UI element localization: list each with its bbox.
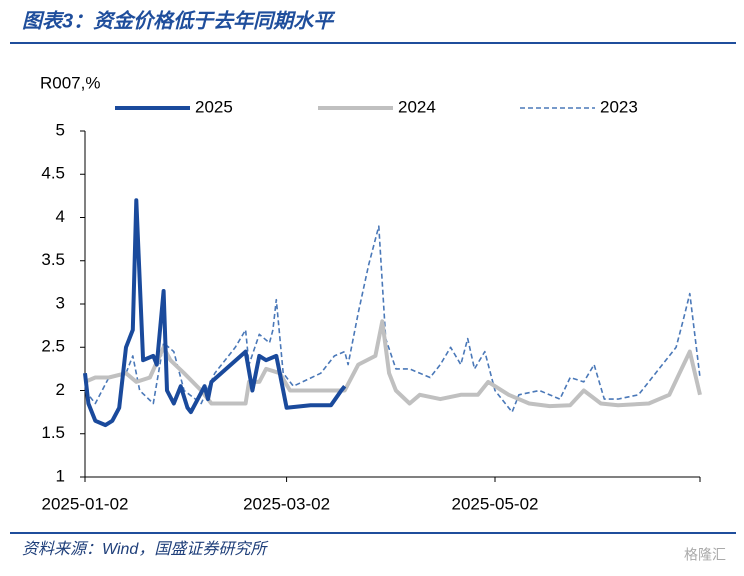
series-line xyxy=(84,319,702,409)
legend-label: 2023 xyxy=(600,97,638,116)
source: 资料来源：Wind，国盛证券研究所 xyxy=(22,540,269,558)
y-tick-label: 5 xyxy=(56,120,65,139)
y-tick-label: 4.5 xyxy=(41,164,65,183)
x-tick-label: 2025-05-02 xyxy=(452,494,539,513)
y-tick-label: 2.5 xyxy=(41,337,65,356)
y-tick-label: 3 xyxy=(56,293,65,312)
legend-label: 2025 xyxy=(195,97,233,116)
x-tick-label: 2025-01-02 xyxy=(42,494,129,513)
watermark: 格隆汇 xyxy=(684,547,726,563)
y-tick-label: 2 xyxy=(56,380,65,399)
y-tick-label: 1.5 xyxy=(41,423,65,442)
y-tick-label: 1 xyxy=(56,466,65,485)
legend-label: 2024 xyxy=(398,97,436,116)
title: 图表3：资金价格低于去年同期水平 xyxy=(22,9,336,32)
y-tick-label: 4 xyxy=(56,207,65,226)
y-tick-label: 3.5 xyxy=(41,250,65,269)
series-line xyxy=(83,198,347,428)
x-tick-label: 2025-03-02 xyxy=(243,494,330,513)
y-axis-label: R007,% xyxy=(40,73,100,92)
